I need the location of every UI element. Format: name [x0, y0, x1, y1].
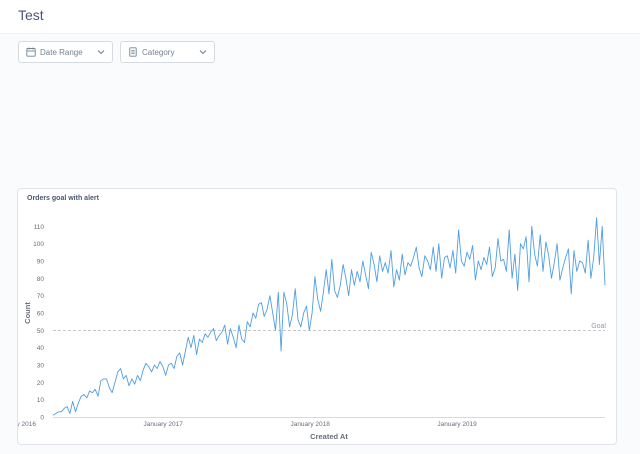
x-tick-label: January 2016 [18, 421, 36, 428]
page-header: Test [0, 0, 640, 34]
y-tick-label: 30 [37, 363, 45, 370]
calendar-icon [26, 47, 36, 57]
y-tick-label: 60 [37, 311, 45, 318]
y-tick-label: 90 [37, 259, 45, 266]
y-axis-title: Count [23, 302, 32, 324]
question-card[interactable]: Orders goal with alert 0 10 20 30 40 50 60 70 80… [17, 188, 617, 445]
category-filter-label: Category [142, 47, 175, 57]
y-tick-label: 40 [37, 345, 45, 352]
chevron-down-icon [97, 48, 105, 56]
date-range-filter[interactable]: Date Range [18, 41, 113, 63]
goal-label: Goal [591, 323, 606, 330]
x-tick-label: January 2018 [290, 421, 330, 428]
x-tick-label: January 2019 [437, 421, 477, 428]
page-title: Test [18, 7, 44, 23]
card-title: Orders goal with alert [27, 195, 99, 202]
y-tick-label: 110 [34, 224, 45, 231]
y-tick-label: 70 [37, 293, 45, 300]
x-axis-title: Created At [310, 432, 348, 441]
document-icon [128, 47, 138, 57]
category-filter[interactable]: Category [120, 41, 215, 63]
y-tick-label: 10 [37, 397, 45, 404]
y-tick-label: 20 [37, 380, 45, 387]
y-tick-label: 80 [37, 276, 45, 283]
date-range-filter-label: Date Range [40, 47, 83, 57]
line-chart: 0 10 20 30 40 50 60 70 80 90 100 110 January 2016 Jan… [18, 217, 606, 441]
x-tick-label: January 2017 [144, 421, 184, 428]
y-tick-label: 0 [40, 415, 44, 422]
series-line [52, 217, 606, 416]
y-tick-label: 100 [33, 241, 44, 248]
y-tick-label: 50 [37, 328, 45, 335]
chevron-down-icon [199, 48, 207, 56]
